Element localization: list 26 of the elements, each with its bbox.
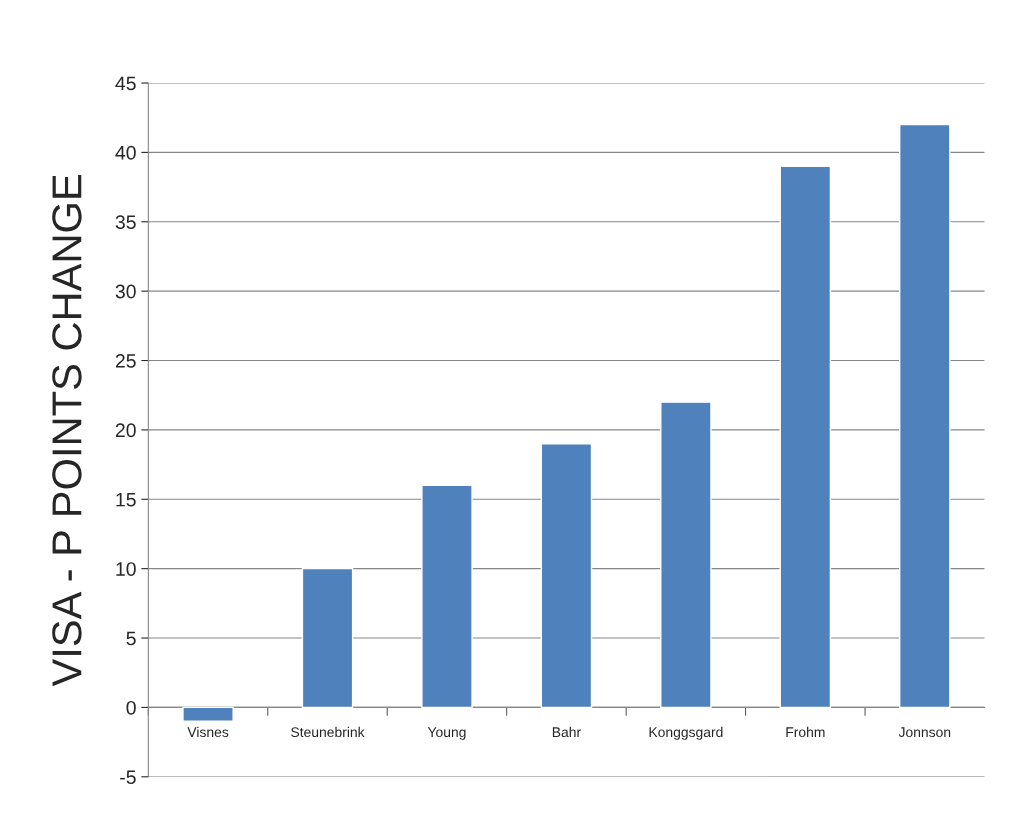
bar [660,401,712,709]
y-tick-label: 10 [116,562,136,576]
bar [779,165,832,709]
bar [898,123,951,709]
bar [182,706,234,722]
x-tick-label: Steunebrink [291,726,365,738]
y-tick-label: 15 [116,492,136,507]
y-tick-label: 35 [115,215,136,230]
x-tick-label: Jonnson [898,727,951,738]
y-tick-label: 45 [115,76,136,91]
bar [540,443,593,709]
y-tick-label: 30 [115,284,136,299]
y-tick-label: 20 [115,423,136,438]
x-tick-label: Frohm [786,726,825,738]
x-tick-label: Visnes [187,726,229,738]
bar [421,484,473,709]
y-tick-label: -5 [120,770,136,785]
y-tick-label: 0 [126,700,136,715]
y-tick-label: 5 [126,631,136,646]
bar [301,567,354,709]
x-tick-label: Konggsgard [649,726,723,740]
x-tick-label: Bahr [552,726,581,738]
y-tick-label: 25 [115,354,136,368]
y-tick-label: 40 [115,145,136,160]
y-axis-title: VISA - P POINTS CHANGE [52,175,82,687]
x-tick-label: Young [427,727,466,740]
